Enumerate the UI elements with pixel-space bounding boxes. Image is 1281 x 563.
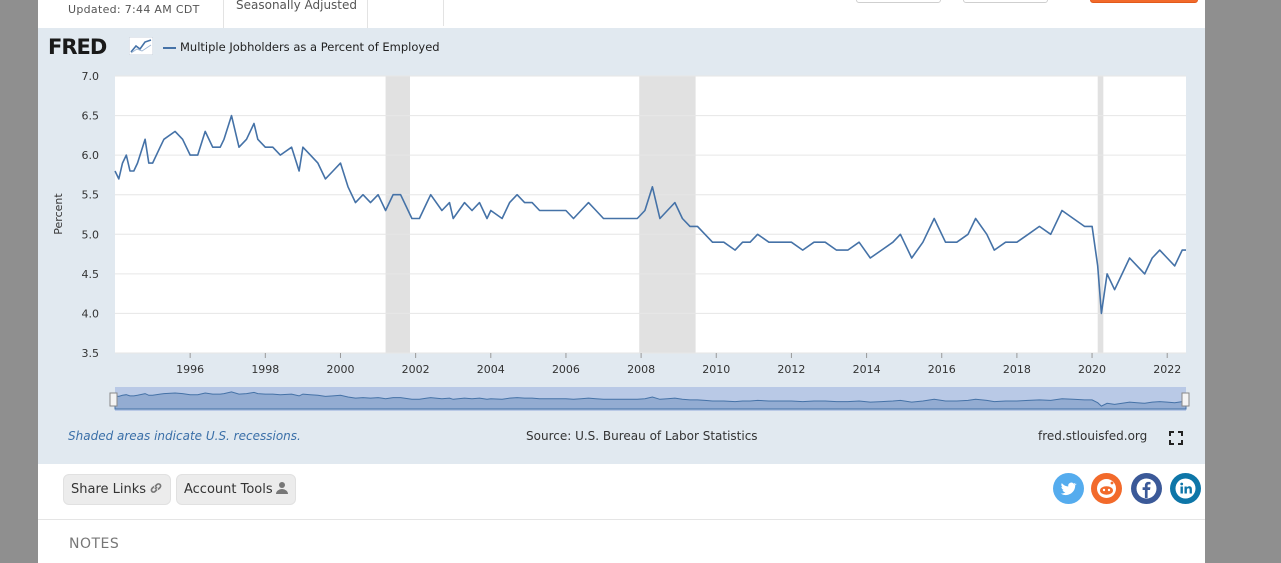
recession-band: [639, 76, 696, 353]
divider: [443, 0, 444, 26]
y-axis-label: Percent: [52, 193, 65, 235]
page: Updated: 7:44 AM CDT Seasonally Adjusted…: [38, 0, 1205, 563]
x-tick-label: 2010: [702, 363, 730, 376]
user-icon: [275, 482, 288, 494]
x-tick-label: 2020: [1078, 363, 1106, 376]
x-tick-label: 2004: [477, 363, 505, 376]
link-icon: [150, 483, 162, 493]
facebook-button[interactable]: [1131, 473, 1162, 504]
legend-series-label: Multiple Jobholders as a Percent of Empl…: [180, 40, 440, 54]
reddit-icon: [1097, 479, 1116, 498]
site-url[interactable]: fred.stlouisfed.org: [1038, 429, 1148, 443]
x-tick-label: 1998: [251, 363, 279, 376]
twitter-icon: [1060, 482, 1077, 496]
updated-timestamp: Updated: 7:44 AM CDT: [68, 3, 200, 16]
y-tick-label: 6.5: [82, 110, 100, 123]
seasonal-adjustment-box[interactable]: Seasonally Adjusted: [223, 0, 368, 28]
x-tick-label: 2008: [627, 363, 655, 376]
facebook-icon: [1136, 478, 1157, 499]
line-chart[interactable]: 3.5 4.0 4.5 5.0 5.5 6.0 6.5 7.0 1996 1998 2000 200…: [38, 28, 1205, 428]
recession-band: [385, 76, 410, 353]
share-links-button[interactable]: Share Links: [63, 474, 172, 505]
x-tick-label: 1996: [176, 363, 204, 376]
source-label: Source: U.S. Bureau of Labor Statistics: [526, 429, 758, 443]
tools-row: Share Links Account Tools: [38, 464, 1205, 520]
y-tick-label: 4.0: [82, 307, 100, 320]
reddit-button[interactable]: [1091, 473, 1122, 504]
legend-swatch: [163, 46, 176, 49]
y-tick-label: 5.0: [82, 228, 100, 241]
seasonal-adjustment-label: Seasonally Adjusted: [236, 0, 358, 12]
account-control[interactable]: [1090, 0, 1198, 3]
top-bar: Updated: 7:44 AM CDT Seasonally Adjusted: [38, 0, 1205, 28]
x-tick-label: 2022: [1153, 363, 1181, 376]
notes-heading: NOTES: [69, 536, 120, 552]
y-tick-label: 6.0: [82, 149, 100, 162]
x-tick-label: 2002: [402, 363, 430, 376]
x-tick-label: 2016: [928, 363, 956, 376]
recession-band: [1097, 76, 1104, 353]
twitter-button[interactable]: [1053, 473, 1084, 504]
x-tick-label: 2018: [1003, 363, 1031, 376]
fullscreen-icon[interactable]: [1169, 431, 1183, 445]
account-tools-label: Account Tools: [184, 482, 273, 497]
linkedin-button[interactable]: [1170, 473, 1201, 504]
share-links-label: Share Links: [71, 482, 147, 497]
x-tick-label: 2014: [853, 363, 881, 376]
chart-legend: Multiple Jobholders as a Percent of Empl…: [163, 40, 440, 54]
y-tick-label: 5.5: [82, 189, 100, 202]
x-tick-label: 2006: [552, 363, 580, 376]
edit-graph-control[interactable]: [856, 0, 941, 3]
x-tick-label: 2000: [326, 363, 354, 376]
recession-note: Shaded areas indicate U.S. recessions.: [68, 429, 301, 443]
navigator-left-handle[interactable]: [109, 392, 118, 407]
fred-logo[interactable]: FRED: [48, 35, 107, 59]
linkedin-icon: [1175, 478, 1196, 499]
range-navigator[interactable]: [109, 387, 1190, 411]
y-tick-label: 4.5: [82, 268, 100, 281]
y-tick-label: 7.0: [82, 70, 100, 83]
account-tools-button[interactable]: Account Tools: [176, 474, 296, 505]
y-tick-label: 3.5: [82, 347, 100, 360]
download-control[interactable]: [963, 0, 1048, 3]
series-line[interactable]: [114, 114, 1186, 315]
x-tick-label: 2012: [777, 363, 805, 376]
navigator-series: [114, 391, 1187, 410]
fred-graph-icon: [129, 37, 153, 55]
navigator-right-handle[interactable]: [1181, 392, 1190, 407]
